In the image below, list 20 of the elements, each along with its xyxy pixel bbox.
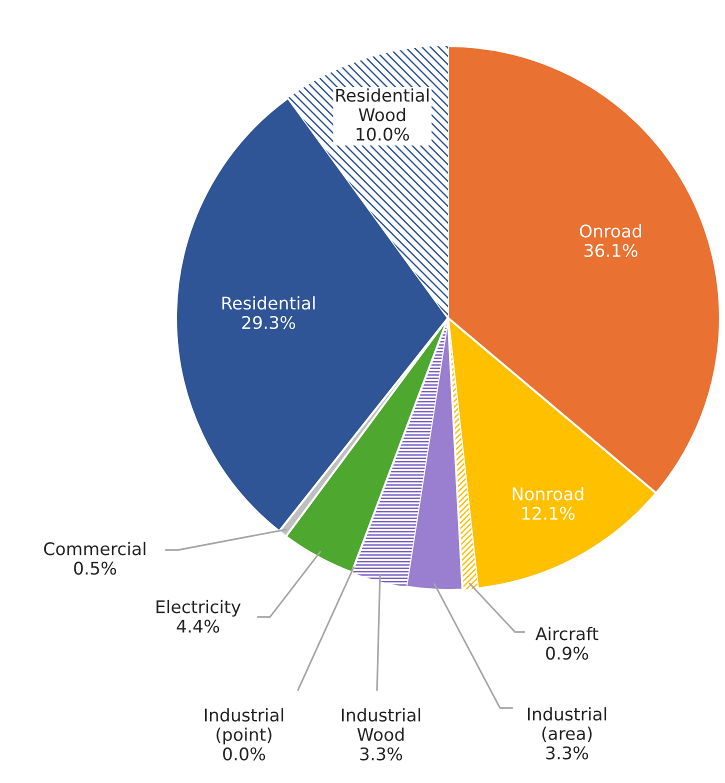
- data-label: 3.3%: [360, 747, 402, 760]
- data-label: 4.4%: [176, 620, 220, 633]
- data-label: 12.1%: [522, 506, 575, 520]
- slice-label: Residential Wood: [336, 88, 429, 122]
- slice-label: Industrial (area): [528, 707, 606, 742]
- category-label: Industrial (point): [204, 708, 284, 744]
- slice-label: Commercial: [44, 542, 146, 556]
- slice-label: Aircraft: [535, 626, 598, 640]
- slice-label: Electricity: [156, 600, 241, 617]
- slice-label: Industrial Wood: [342, 708, 420, 742]
- slice-label: Nonroad: [512, 487, 584, 500]
- data-label: 0.9%: [546, 646, 588, 660]
- data-label: 36.1%: [584, 244, 638, 258]
- data-label: 0.5%: [74, 562, 116, 575]
- data-label: 3.3%: [546, 746, 588, 760]
- slice-label: Onroad: [580, 224, 642, 238]
- text: 0.0%: [223, 747, 266, 760]
- data-label: 10.0%: [356, 128, 409, 141]
- slice-label: Residential: [222, 296, 315, 310]
- data-label: 29.3%: [242, 316, 296, 330]
